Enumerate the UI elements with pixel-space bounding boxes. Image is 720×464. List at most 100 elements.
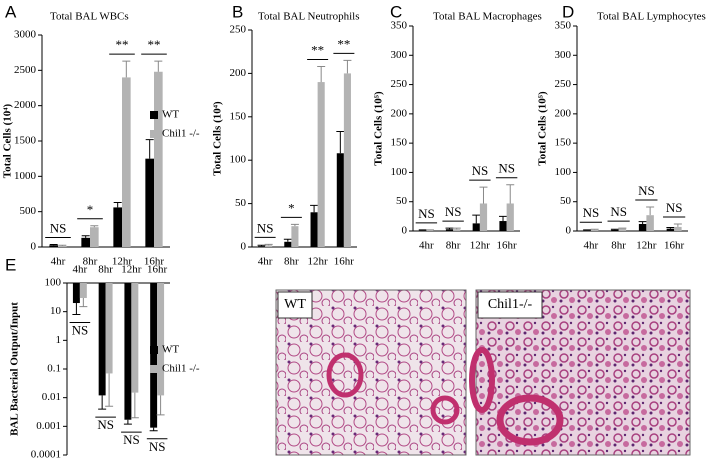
y-axis-label: Total Cells (10⁴) xyxy=(212,101,224,176)
bar xyxy=(124,283,132,420)
bar xyxy=(131,283,139,393)
y-tick-label: 350 xyxy=(555,20,572,32)
significance-label: NS xyxy=(418,206,435,221)
significance-label: NS xyxy=(583,205,600,220)
bar xyxy=(646,215,654,231)
x-tick-label: 4hr xyxy=(584,240,599,252)
significance-label: NS xyxy=(72,322,89,337)
bar xyxy=(317,82,325,247)
y-tick-label: 50 xyxy=(560,195,572,207)
bar xyxy=(58,245,67,247)
bar xyxy=(49,245,58,247)
error-bar xyxy=(336,131,345,154)
error-bar xyxy=(79,297,88,308)
significance-label: NS xyxy=(149,439,166,454)
error-bar xyxy=(646,206,655,216)
error-bar xyxy=(418,229,427,231)
y-tick-label: 1500 xyxy=(14,135,37,147)
error-bar xyxy=(58,244,67,246)
significance-label: NS xyxy=(610,204,627,219)
y-tick-label: 0 xyxy=(31,241,37,253)
bar xyxy=(157,283,165,396)
error-bar xyxy=(72,303,81,315)
x-tick-label: 16hr xyxy=(497,240,518,252)
y-axis-label: Total Cells (10⁴) xyxy=(2,103,14,178)
x-tick-label: 4hr xyxy=(258,256,273,268)
bar xyxy=(291,226,299,247)
bar xyxy=(479,203,488,231)
bar xyxy=(426,230,434,231)
error-bar xyxy=(452,227,461,230)
x-tick-label: 4hr xyxy=(419,240,434,252)
x-tick-label: 4hr xyxy=(51,256,66,268)
error-bar xyxy=(343,59,352,74)
legend-label: Chil1 -/- xyxy=(162,363,200,375)
x-tick-label: 8hr xyxy=(98,264,113,276)
legend-label: WT xyxy=(162,109,179,121)
y-tick-label: 200 xyxy=(230,67,247,79)
error-bar xyxy=(638,221,647,224)
error-bar xyxy=(113,201,122,208)
airway xyxy=(326,352,364,398)
bar xyxy=(611,229,619,231)
y-tick-label: 250 xyxy=(230,24,247,36)
bar xyxy=(472,223,480,231)
x-tick-label: 8hr xyxy=(284,256,299,268)
bar xyxy=(105,283,113,374)
error-bar xyxy=(283,238,292,242)
y-axis-label: BAL Bacterial Output/Input xyxy=(9,302,21,436)
y-tick-label: 300 xyxy=(391,49,408,61)
significance-label: NS xyxy=(472,163,489,178)
y-tick-label: 0.01 xyxy=(42,391,61,403)
y-tick-label: 150 xyxy=(391,137,408,149)
image-label-box xyxy=(477,291,543,319)
x-tick-label: 16hr xyxy=(144,256,165,268)
y-tick-label: 0.001 xyxy=(36,420,61,432)
image-label: WT xyxy=(284,297,306,312)
x-tick-label: 8hr xyxy=(446,240,461,252)
x-tick-label: 16hr xyxy=(334,256,355,268)
y-tick-label: 250 xyxy=(555,78,572,90)
error-bar xyxy=(264,243,273,246)
bar xyxy=(79,283,87,298)
airway xyxy=(430,395,460,425)
significance-label: ** xyxy=(148,37,161,52)
significance-label: NS xyxy=(498,161,515,176)
chart-title: Total BAL WBCs xyxy=(50,11,129,23)
bar xyxy=(154,71,163,247)
bar xyxy=(336,153,344,247)
y-tick-label: 150 xyxy=(555,137,572,149)
legend-swatch xyxy=(150,365,158,373)
legend-swatch xyxy=(150,111,158,119)
significance-label: ** xyxy=(311,42,324,57)
y-tick-label: 100 xyxy=(230,154,247,166)
y-tick-label: 1000 xyxy=(14,170,37,182)
y-tick-label: 250 xyxy=(391,78,408,90)
airway xyxy=(469,347,495,413)
error-bar xyxy=(290,223,299,227)
bar xyxy=(445,229,454,231)
bar xyxy=(72,283,80,304)
significance-label: NS xyxy=(666,200,683,215)
bar xyxy=(258,246,266,247)
bar xyxy=(638,223,647,231)
bar xyxy=(150,283,158,428)
y-tick-label: 2000 xyxy=(14,99,37,111)
bar xyxy=(453,229,461,231)
significance-label: NS xyxy=(50,221,67,236)
bar xyxy=(666,228,675,231)
error-bar xyxy=(673,223,682,227)
significance-label: ** xyxy=(337,36,350,51)
error-bar xyxy=(122,60,131,78)
bar xyxy=(590,229,599,231)
x-tick-label: 12hr xyxy=(121,264,142,276)
error-bar xyxy=(149,427,158,432)
error-bar xyxy=(583,229,592,231)
error-bar xyxy=(145,139,154,159)
bar xyxy=(265,245,273,247)
y-tick-label: 10 xyxy=(50,305,62,317)
bar xyxy=(499,221,507,231)
bar xyxy=(618,228,627,231)
